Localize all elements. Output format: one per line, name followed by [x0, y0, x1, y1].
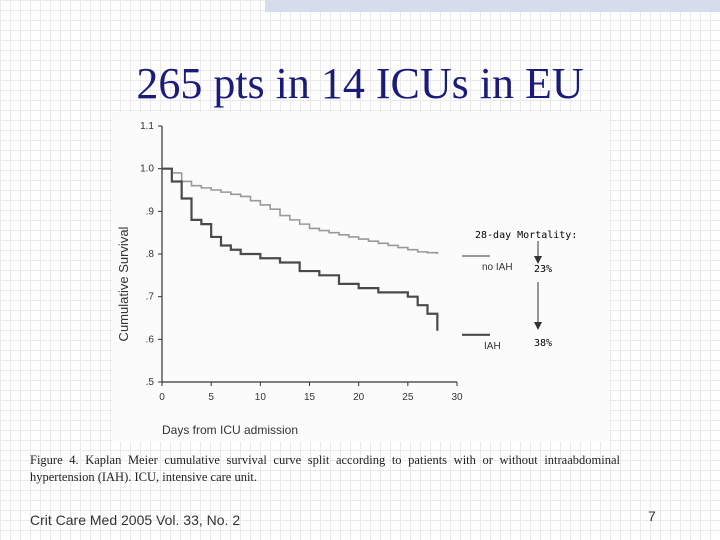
chart-axes: .5 .6 .7 .8 .9 1.0 1.1 0 5 10 15 20 25 30 Days from IC…	[116, 121, 463, 437]
page-number: 7	[648, 508, 656, 524]
x-tick-label: 25	[402, 392, 414, 403]
x-tick-label: 0	[159, 392, 165, 403]
y-tick-label: .9	[146, 206, 155, 217]
figure-panel: .5 .6 .7 .8 .9 1.0 1.1 0 5 10 15 20 25 30 Days from IC…	[112, 112, 609, 442]
mortality-value-no-iah: 23%	[534, 264, 552, 275]
legend-label-iah: IAH	[484, 341, 501, 352]
y-tick-label: .5	[146, 377, 155, 388]
series-line-no-iah	[162, 167, 439, 254]
x-tick-label: 5	[208, 392, 214, 403]
x-tick-label: 10	[255, 392, 267, 403]
legend-label-no-iah: no IAH	[482, 262, 513, 273]
y-tick-label: .7	[146, 292, 155, 303]
y-tick-label: .6	[146, 334, 155, 345]
figure-caption: Figure 4. Kaplan Meier cumulative surviv…	[30, 453, 620, 484]
survival-chart: .5 .6 .7 .8 .9 1.0 1.1 0 5 10 15 20 25 30 Days from IC…	[116, 121, 577, 437]
mortality-value-iah: 38%	[534, 338, 552, 349]
citation: Crit Care Med 2005 Vol. 33, No. 2	[30, 512, 241, 528]
series-line-iah	[162, 167, 439, 331]
mortality-annotations: 28-day Mortality: 23% 38%	[475, 230, 577, 349]
x-tick-label: 30	[451, 392, 463, 403]
y-tick-label: 1.0	[140, 164, 154, 175]
y-tick-label: .8	[146, 249, 155, 260]
chart-legend: no IAH IAH	[462, 255, 513, 352]
slide-title: 265 pts in 14 ICUs in EU	[136, 59, 584, 108]
x-tick-label: 15	[304, 392, 316, 403]
y-tick-label: 1.1	[140, 121, 154, 132]
y-axis-title: Cumulative Survival	[116, 226, 131, 341]
chart-series	[162, 167, 439, 331]
x-tick-label: 20	[353, 392, 365, 403]
mortality-title: 28-day Mortality:	[475, 230, 577, 241]
x-axis-title: Days from ICU admission	[162, 423, 298, 437]
header-accent-bar	[265, 0, 720, 12]
